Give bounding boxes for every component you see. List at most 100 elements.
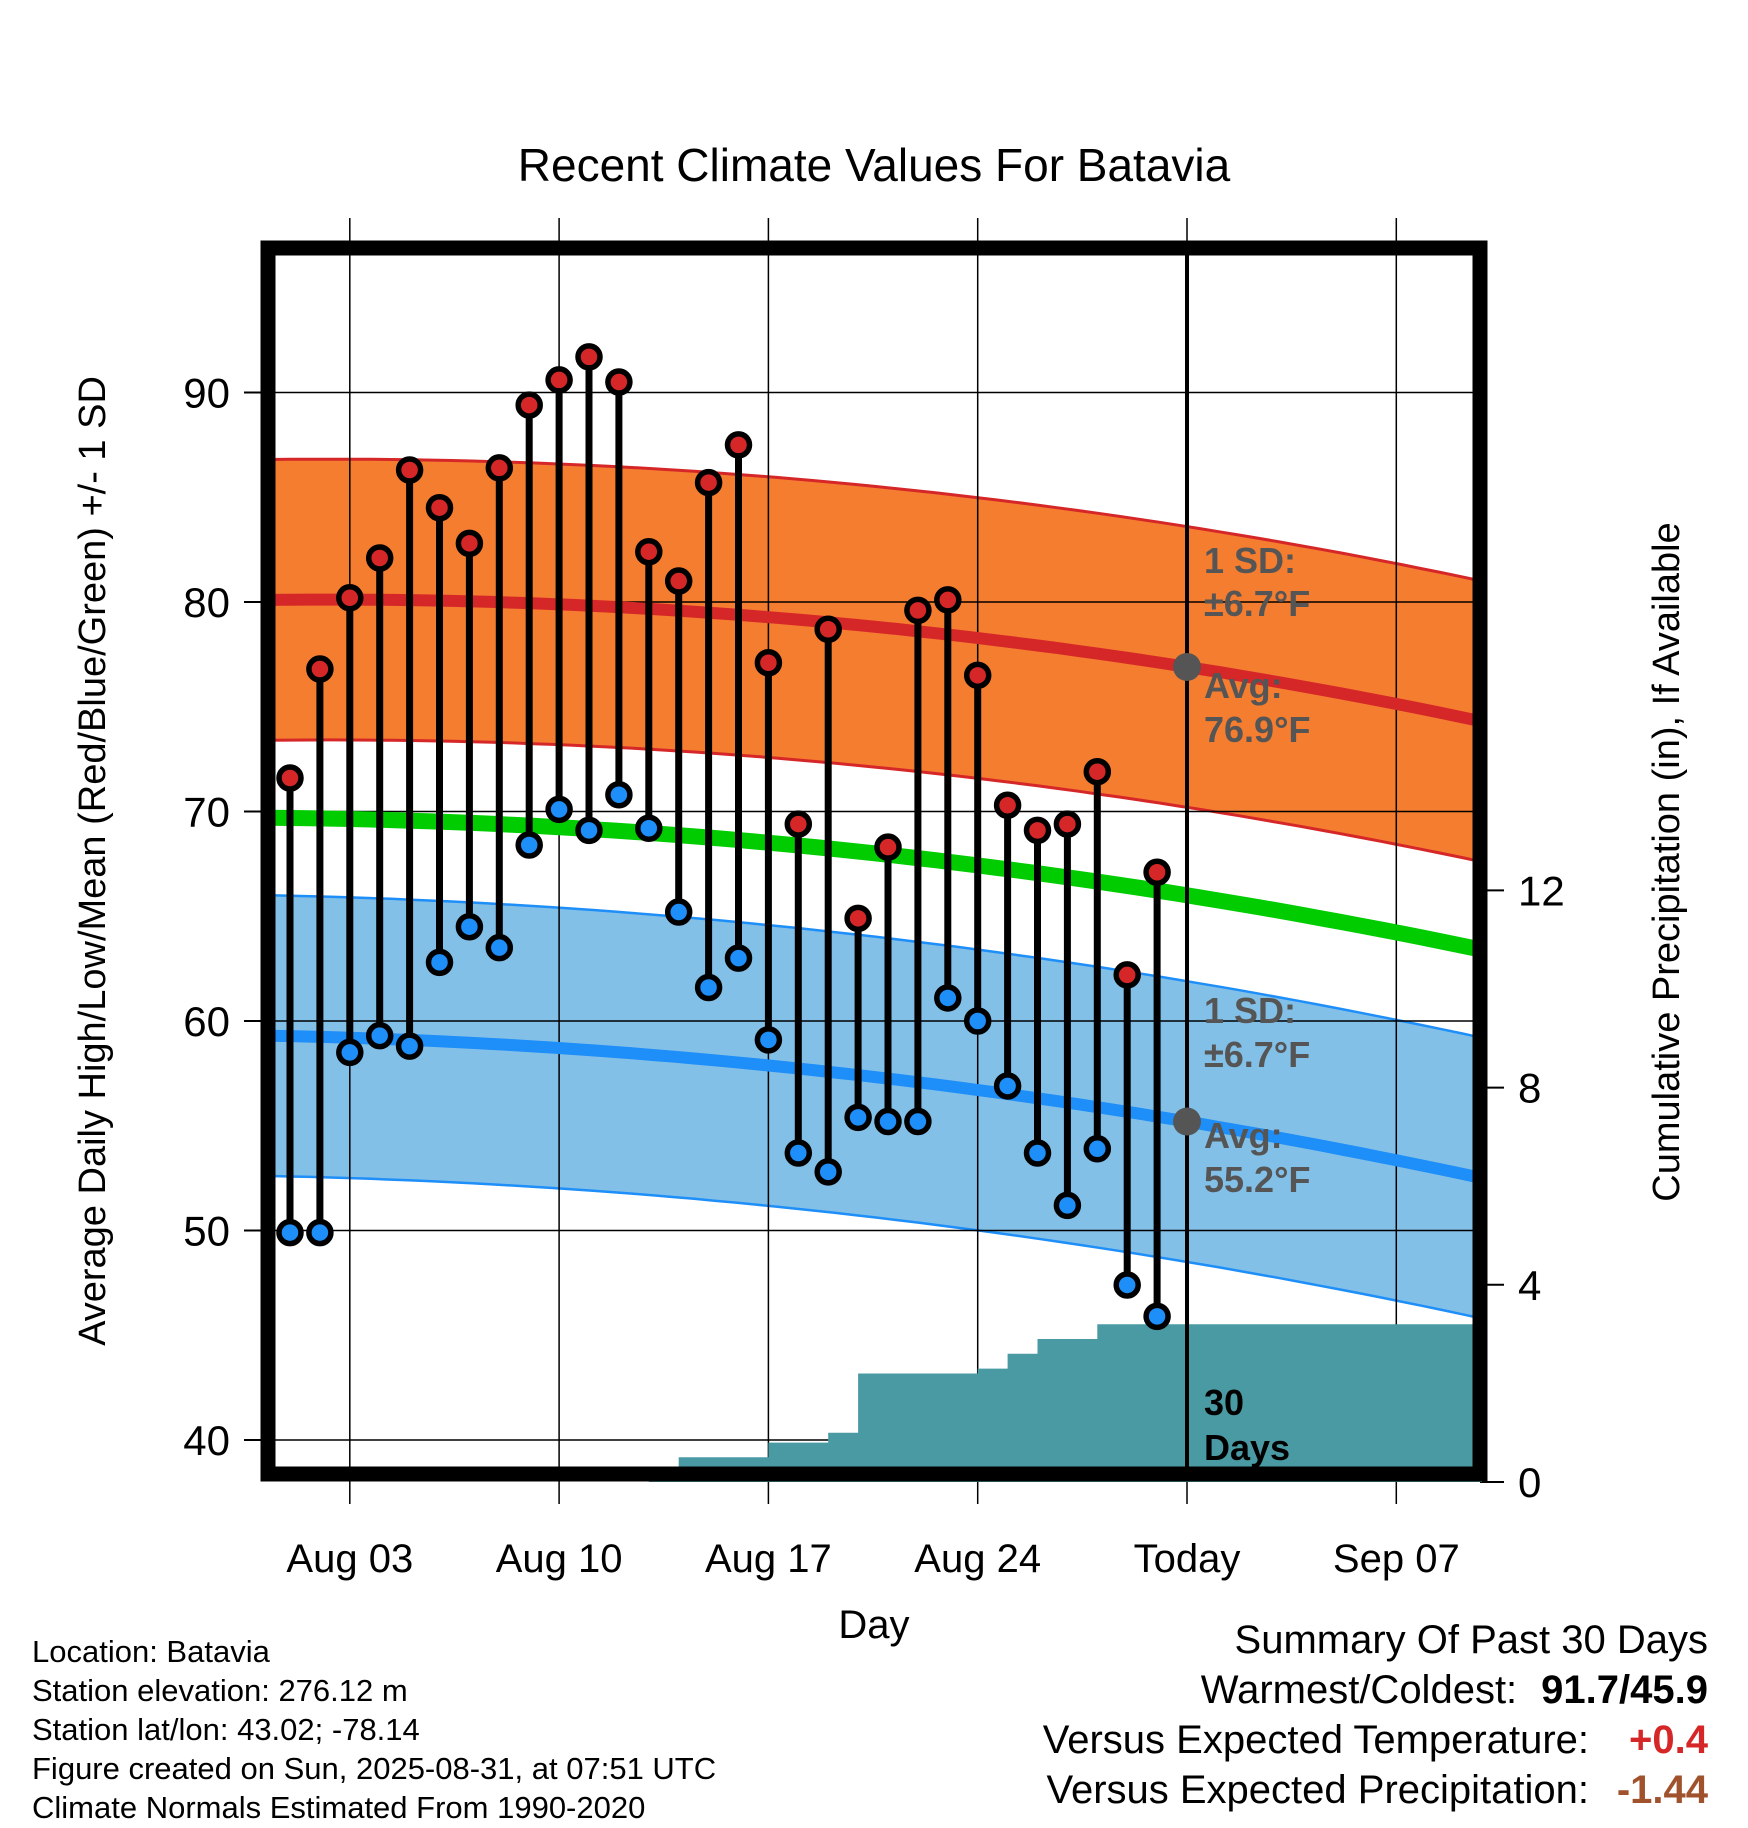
daily-high-point <box>814 615 842 643</box>
x-tick-label: Aug 24 <box>914 1537 1041 1581</box>
period-unit: Days <box>1204 1427 1290 1468</box>
low-sd-band <box>270 895 1482 1319</box>
daily-high-point <box>993 791 1022 819</box>
low-sd-label: 1 SD: <box>1204 990 1296 1031</box>
daily-low-point <box>485 933 514 962</box>
daily-low-point <box>1143 1302 1171 1331</box>
precip-anomaly-value: -1.44 <box>1616 1768 1708 1812</box>
daily-high-point <box>605 368 633 396</box>
daily-high-point <box>545 366 573 394</box>
daily-high-point <box>276 764 304 792</box>
high-avg-value: 76.9°F <box>1204 709 1310 750</box>
daily-high-point <box>635 537 663 566</box>
daily-low-point <box>1023 1139 1052 1167</box>
precip-anomaly-label: Versus Expected Precipitation: <box>1046 1768 1589 1812</box>
x-tick-label: Aug 17 <box>705 1537 832 1581</box>
summary-warmest-coldest: Warmest/Coldest: 91.7/45.9 <box>1043 1665 1708 1715</box>
x-tick-label: Aug 10 <box>496 1537 623 1581</box>
created-text: Figure created on Sun, 2025-08-31, at 07… <box>32 1751 717 1786</box>
daily-low-point <box>934 984 962 1012</box>
daily-low-point <box>844 1103 872 1132</box>
daily-high-point <box>724 431 753 459</box>
daily-high-point <box>844 904 872 933</box>
daily-low-point <box>694 973 723 1002</box>
daily-high-point <box>1083 757 1112 786</box>
cumulative-precip-area <box>290 1324 1482 1482</box>
y-axis-label: Average Daily High/Low/Mean (Red/Blue/Gr… <box>72 376 114 1346</box>
x-tick-label: Aug 03 <box>286 1537 413 1581</box>
daily-high-point <box>306 655 334 683</box>
summary-temperature: Versus Expected Temperature: +0.4 <box>1043 1715 1708 1765</box>
daily-low-point <box>993 1072 1022 1100</box>
daily-high-point <box>754 649 783 677</box>
high-sd-upper-edge <box>269 457 1483 583</box>
daily-low-point <box>605 780 633 809</box>
summary-precipitation: Versus Expected Precipitation: -1.44 <box>1043 1765 1708 1815</box>
daily-low-point <box>963 1007 992 1035</box>
daily-low-point <box>575 816 603 845</box>
daily-low-point <box>515 831 543 859</box>
daily-low-point <box>1113 1271 1141 1299</box>
daily-high-point <box>1053 810 1082 838</box>
daily-high-point <box>1143 858 1171 887</box>
normal-low-line <box>269 1029 1484 1184</box>
normals-text: Climate Normals Estimated From 1990-2020 <box>32 1790 646 1825</box>
low-sd-lower-edge <box>269 1174 1483 1320</box>
daily-low-point <box>455 912 484 941</box>
daily-low-point <box>814 1158 842 1186</box>
y2-tick-label: 4 <box>1518 1262 1541 1309</box>
warmest-coldest-value: 91.7/45.9 <box>1541 1668 1708 1712</box>
y-tick-label: 60 <box>183 998 230 1045</box>
high-sd-band <box>270 459 1482 862</box>
high-avg-label: Avg: <box>1204 665 1283 706</box>
daily-low-point <box>904 1107 932 1136</box>
daily-high-point <box>963 661 992 690</box>
high-sd-value: ±6.7°F <box>1204 583 1310 624</box>
y-tick-label: 90 <box>183 370 230 417</box>
daily-low-point <box>365 1021 394 1050</box>
temp-anomaly-label: Versus Expected Temperature: <box>1042 1718 1589 1762</box>
station-info: Location: Batavia Station elevation: 276… <box>32 1632 716 1827</box>
period-number: 30 <box>1204 1382 1244 1423</box>
y2-axis-label: Cumulative Precipitation (in), If Availa… <box>1646 522 1688 1201</box>
y2-tick-label: 12 <box>1518 867 1565 914</box>
summary-title: Summary Of Past 30 Days <box>1234 1618 1708 1662</box>
y2-tick-label: 8 <box>1518 1065 1541 1112</box>
daily-high-point <box>455 529 484 558</box>
daily-high-point <box>365 544 394 572</box>
daily-high-point <box>575 343 603 371</box>
daily-low-point <box>1083 1135 1112 1163</box>
temp-anomaly-value: +0.4 <box>1629 1718 1708 1762</box>
daily-high-point <box>904 596 932 625</box>
low-avg-label: Avg: <box>1204 1115 1283 1156</box>
warmest-coldest-label: Warmest/Coldest: <box>1200 1668 1518 1712</box>
daily-high-point <box>395 456 424 484</box>
low-avg-value: 55.2°F <box>1204 1159 1310 1200</box>
daily-low-point <box>276 1218 304 1247</box>
latlon-text: Station lat/lon: 43.02; -78.14 <box>32 1712 420 1747</box>
daily-low-point <box>754 1026 783 1054</box>
daily-high-point <box>664 567 693 595</box>
today-normal-low-point <box>1173 1107 1201 1136</box>
elevation-text: Station elevation: 276.12 m <box>32 1673 408 1708</box>
daily-high-point <box>694 468 723 497</box>
daily-high-point <box>336 584 364 612</box>
daily-high-point <box>425 493 454 522</box>
daily-high-point <box>784 810 813 838</box>
y2-tick-label: 0 <box>1518 1459 1541 1506</box>
daily-low-point <box>664 898 693 926</box>
y-tick-label: 50 <box>183 1208 230 1255</box>
chart-title: Recent Climate Values For Batavia <box>518 139 1231 191</box>
x-axis-label: Day <box>838 1603 909 1647</box>
today-normal-high-point <box>1173 652 1201 681</box>
daily-low-point <box>425 948 454 977</box>
daily-high-point <box>1113 961 1141 989</box>
daily-low-point <box>874 1107 902 1136</box>
daily-high-point <box>485 454 514 482</box>
plot-frame <box>260 240 1488 1482</box>
low-sd-value: ±6.7°F <box>1204 1034 1310 1075</box>
daily-low-point <box>724 944 753 972</box>
daily-high-point <box>515 391 543 419</box>
daily-low-point <box>336 1038 364 1067</box>
